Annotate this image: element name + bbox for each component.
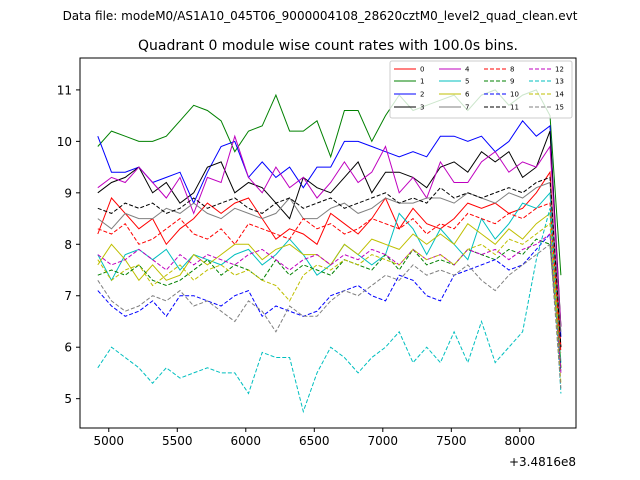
- y-axis: 5 6 7 8 9 10 11: [57, 83, 80, 406]
- legend-label-11: 11: [510, 104, 519, 112]
- axes-frame: [79, 57, 577, 429]
- series-line-11: [97, 176, 562, 348]
- legend-frame: [389, 60, 573, 119]
- series-line-10: [97, 232, 562, 373]
- suptitle: Data file: modeM0/AS1A10_045T06_90000041…: [63, 9, 578, 23]
- legend-label-4: 4: [465, 66, 470, 74]
- series-line-8: [97, 202, 562, 353]
- x-tick-label: 8000: [505, 434, 536, 448]
- legend-label-15: 15: [555, 104, 564, 112]
- series-line-14: [97, 222, 562, 384]
- legend-label-8: 8: [510, 66, 514, 74]
- series-line-15: [97, 243, 562, 389]
- x-tick-label: 6000: [231, 434, 262, 448]
- y-tick-label: 9: [64, 186, 72, 200]
- x-offset-label: +3.4816e8: [509, 455, 576, 469]
- x-tick-label: 5500: [162, 434, 193, 448]
- legend-label-13: 13: [555, 78, 564, 86]
- legend-label-2: 2: [420, 91, 424, 99]
- legend-label-1: 1: [420, 78, 424, 86]
- y-tick-label: 8: [64, 238, 72, 252]
- x-tick-label: 5000: [94, 434, 125, 448]
- x-axis: 5000 5500 6000 6500 7000 7500 8000: [94, 428, 536, 448]
- x-tick-label: 7500: [436, 434, 467, 448]
- y-tick-label: 6: [64, 341, 72, 355]
- legend-label-5: 5: [465, 78, 469, 86]
- series-line-4: [97, 134, 562, 327]
- x-tick-label: 7000: [368, 434, 399, 448]
- plot-area: [79, 57, 577, 429]
- legend-label-0: 0: [420, 66, 424, 74]
- series-line-2: [97, 119, 562, 337]
- series-line-13: [97, 208, 562, 414]
- legend-label-10: 10: [510, 91, 519, 99]
- legend-label-3: 3: [420, 104, 424, 112]
- legend-label-14: 14: [555, 91, 564, 99]
- chart-title: Quadrant 0 module wise count rates with …: [138, 38, 518, 54]
- legend-label-7: 7: [465, 104, 469, 112]
- legend-label-12: 12: [555, 66, 564, 74]
- series-line-7: [97, 181, 562, 332]
- x-tick-label: 6500: [299, 434, 330, 448]
- y-tick-label: 5: [64, 392, 72, 406]
- y-tick-label: 7: [64, 289, 72, 303]
- series-line-3: [97, 130, 562, 327]
- series-line-9: [97, 238, 562, 368]
- series-layer: [97, 89, 562, 414]
- y-tick-label: 10: [57, 135, 72, 149]
- series-line-0: [97, 170, 562, 348]
- series-line-12: [97, 233, 562, 373]
- y-tick-label: 11: [57, 83, 72, 97]
- legend-label-9: 9: [510, 78, 514, 86]
- legend-label-6: 6: [465, 91, 470, 99]
